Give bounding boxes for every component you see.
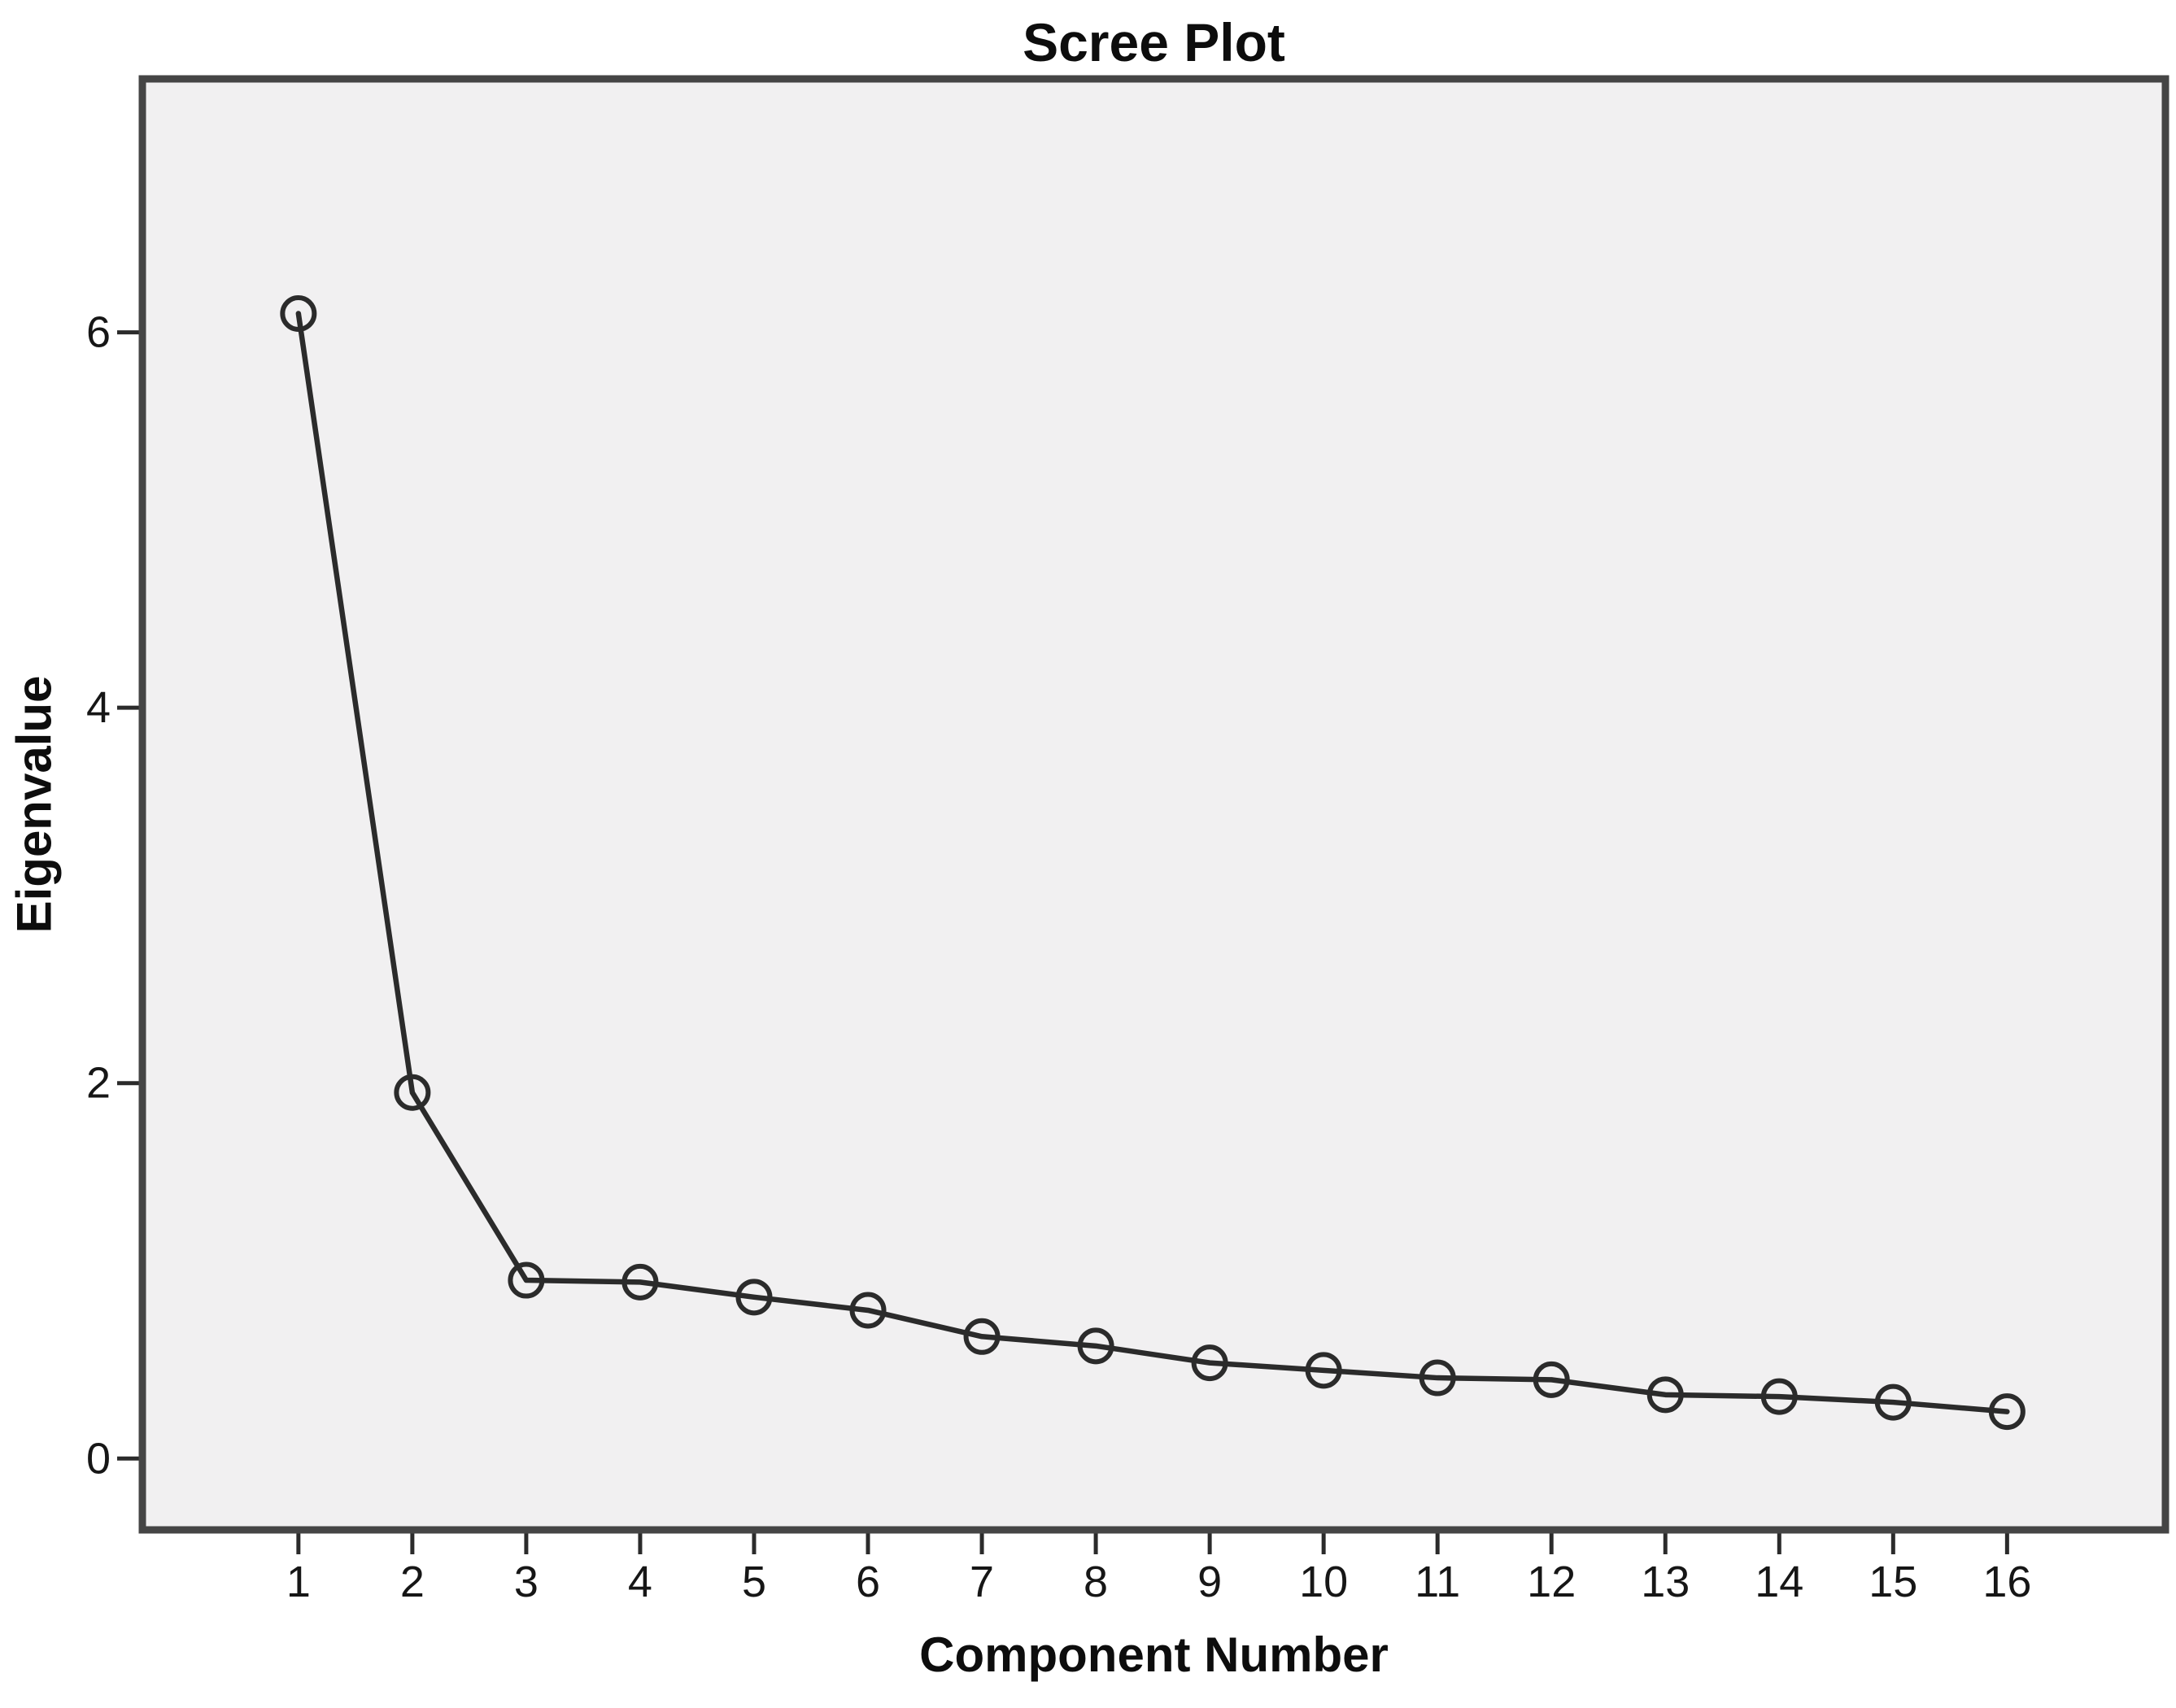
data-point-marker [963,1318,1001,1355]
data-point-marker [1305,1352,1342,1389]
data-point-marker [394,1074,431,1111]
y-tick-label: 6 [86,308,111,357]
x-tick-label: 5 [742,1558,766,1606]
y-tick-label: 2 [86,1059,111,1108]
chart-title: Scree Plot [1023,12,1285,72]
data-point-marker [1191,1344,1228,1382]
plot-frame [138,75,2169,1534]
data-point-marker [280,294,317,332]
data-point-marker [1988,1393,2026,1431]
x-tick-label: 3 [514,1558,539,1606]
x-axis-title: Component Number [919,1627,1389,1682]
x-axis-ticks: 1 2 3 4 5 6 7 8 9 10 11 12 13 14 15 16 [286,1530,2031,1606]
data-point-marker [849,1292,887,1329]
plot-area-background [142,79,2165,1530]
x-tick-label: 6 [856,1558,880,1606]
x-tick-label: 16 [1982,1558,2031,1606]
eigenvalue-trend-line [295,311,2010,1414]
data-point-marker [621,1263,659,1301]
data-point-marker [1533,1361,1570,1398]
y-tick-label: 0 [86,1434,111,1483]
data-point-marker [1419,1359,1456,1396]
x-tick-label: 4 [628,1558,652,1606]
data-point-marker [1646,1376,1684,1414]
data-point-marker [735,1279,773,1316]
x-tick-label: 13 [1641,1558,1690,1606]
y-tick-label: 4 [86,683,111,732]
x-tick-label: 1 [286,1558,311,1606]
x-tick-label: 7 [970,1558,994,1606]
data-point-markers [280,294,2026,1431]
data-point-marker [1760,1378,1798,1415]
x-tick-label: 10 [1299,1558,1348,1606]
data-point-marker [1874,1383,1912,1421]
x-tick-label: 15 [1869,1558,1917,1606]
x-tick-label: 2 [400,1558,425,1606]
x-tick-label: 14 [1755,1558,1803,1606]
x-tick-label: 11 [1415,1558,1460,1606]
x-tick-label: 9 [1197,1558,1222,1606]
x-tick-label: 8 [1084,1558,1108,1606]
y-axis-ticks: 0 2 4 6 [86,308,142,1483]
x-tick-label: 12 [1527,1558,1576,1606]
data-point-marker [508,1261,545,1299]
data-point-marker [1077,1327,1114,1365]
